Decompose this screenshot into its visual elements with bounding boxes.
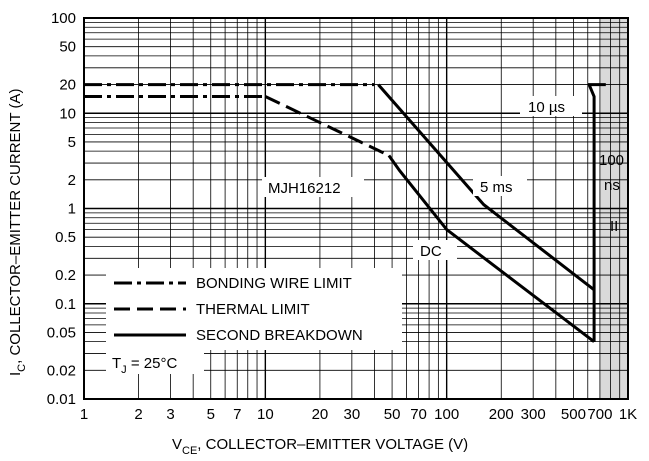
- y-tick-label: 1: [68, 201, 76, 218]
- x-tick-label: 30: [344, 406, 361, 423]
- annot-II: II: [610, 218, 618, 235]
- x-tick-label: 3: [166, 406, 174, 423]
- x-tick-label: 700: [587, 406, 612, 423]
- y-tick-label: 0.05: [47, 324, 76, 341]
- legend: BONDING WIRE LIMIT THERMAL LIMIT SECOND BR…: [114, 275, 363, 344]
- series-line-3: [264, 95, 390, 157]
- series-group: [84, 83, 611, 343]
- y-axis-title: IC, COLLECTOR–EMITTER CURRENT (A): [7, 89, 28, 376]
- annot-dc-bg: [413, 240, 457, 260]
- y-tick-label: 20: [59, 77, 76, 94]
- annot-5ms-bg: [473, 176, 527, 196]
- legend-label: THERMAL LIMIT: [196, 301, 310, 318]
- temp-sub: J: [121, 364, 127, 376]
- x-axis-title: VCE, COLLECTOR–EMITTER VOLTAGE (V): [172, 436, 468, 457]
- y-tick-label: 10: [59, 105, 76, 122]
- y-tick-label: 50: [59, 39, 76, 56]
- x-title-rest: , COLLECTOR–EMITTER VOLTAGE (V): [197, 436, 468, 453]
- y-tick-label: 0.5: [55, 229, 76, 246]
- temp-note: TJ = 25°C: [112, 355, 177, 376]
- annot-mjh-bg: [262, 177, 364, 197]
- annot-10us: 10 µs: [528, 99, 565, 116]
- y-tick-label: 0.02: [47, 362, 76, 379]
- y-tick-labels: 100 50 20 10 5 2 1 0.5 0.2 0.1 0.05 0.02 0.01: [47, 10, 76, 408]
- x-tick-label: 7: [233, 406, 241, 423]
- legend-label: BONDING WIRE LIMIT: [196, 275, 352, 292]
- x-tick-label: 100: [434, 406, 459, 423]
- y-tick-label: 5: [68, 134, 76, 151]
- series-line-4: [387, 154, 596, 343]
- series-line-5: [377, 83, 596, 291]
- temp-rest: = 25°C: [127, 355, 178, 372]
- x-tick-label: 1K: [619, 406, 637, 423]
- x-tick-labels: 1 2 3 5 7 10 20 30 50 70 100 200 300 500 700 1K: [80, 406, 637, 423]
- legend-label: SECOND BREAKDOWN: [196, 327, 363, 344]
- plot-border: [83, 17, 629, 400]
- y-tick-label: 2: [68, 172, 76, 189]
- annot-100: 100: [599, 152, 624, 169]
- y-tick-label: 0.2: [55, 267, 76, 284]
- x-tick-label: 50: [384, 406, 401, 423]
- series-line-6: [587, 84, 596, 342]
- annot-dc: DC: [420, 243, 442, 260]
- x-tick-label: 200: [489, 406, 514, 423]
- temp-main: T: [112, 355, 121, 372]
- y-tick-label: 0.1: [55, 296, 76, 313]
- x-tick-label: 20: [312, 406, 329, 423]
- x-tick-label: 300: [521, 406, 546, 423]
- annot-10us-bg: [520, 96, 582, 116]
- y-tick-label: 100: [51, 10, 76, 27]
- y-tick-label: 0.01: [47, 391, 76, 408]
- annot-mjh: MJH16212: [268, 180, 341, 197]
- x-tick-label: 2: [134, 406, 142, 423]
- y-title-main: I: [7, 372, 24, 376]
- temp-note-bg: [106, 350, 204, 374]
- x-tick-label: 500: [561, 406, 586, 423]
- x-tick-label: 5: [207, 406, 215, 423]
- x-title-sub: CE: [182, 445, 197, 457]
- y-title-sub: C: [16, 364, 28, 372]
- x-title-main: V: [172, 436, 182, 453]
- y-title-rest: , COLLECTOR–EMITTER CURRENT (A): [7, 89, 24, 364]
- annot-5ms: 5 ms: [480, 179, 513, 196]
- x-tick-label: 1: [80, 406, 88, 423]
- x-tick-label: 70: [410, 406, 427, 423]
- annot-ns: ns: [604, 177, 620, 194]
- x-tick-label: 10: [257, 406, 274, 423]
